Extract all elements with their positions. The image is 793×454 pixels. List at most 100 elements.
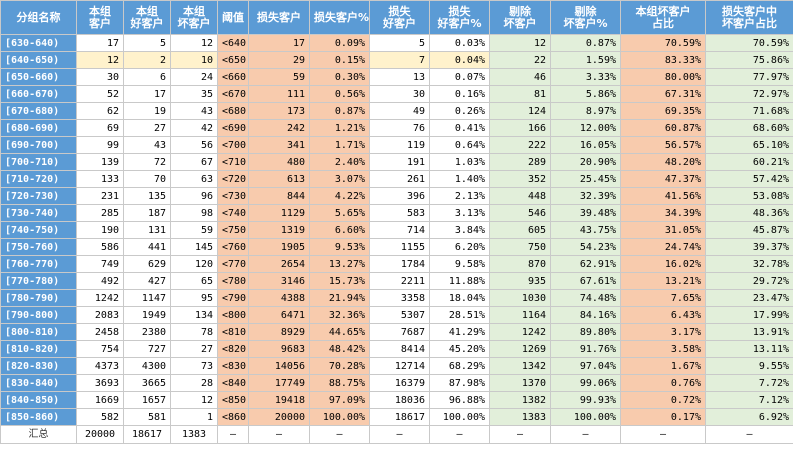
table-cell: 18617: [369, 408, 430, 426]
table-cell: 352: [489, 170, 551, 188]
group-good-header: 本组 好客户: [123, 0, 171, 35]
table-cell: 98: [170, 204, 218, 222]
table-cell: 7: [369, 51, 430, 69]
table-cell: 5307: [369, 306, 430, 324]
table-cell: 70.28%: [309, 357, 370, 375]
table-cell: <730: [217, 187, 249, 205]
table-row: [740-750) 190 131 59 <750 1319 6.60% 714 3.84% 60…: [0, 221, 793, 239]
table-cell: 52: [76, 85, 124, 103]
table-cell: 3.13%: [429, 204, 490, 222]
group-range-cell: [670-680): [0, 102, 77, 120]
table-cell: 191: [369, 153, 430, 171]
table-cell: 16.02%: [620, 255, 706, 273]
table-cell: 341: [248, 136, 310, 154]
table-cell: <750: [217, 221, 249, 239]
table-cell: 6: [123, 68, 171, 86]
total-cell: –: [369, 425, 430, 444]
table-cell: 629: [123, 255, 171, 273]
table-cell: 190: [76, 221, 124, 239]
table-cell: 27: [123, 119, 171, 137]
table-cell: 42: [170, 119, 218, 137]
table-cell: 582: [76, 408, 124, 426]
table-cell: 0.17%: [620, 408, 706, 426]
table-cell: 27: [170, 340, 218, 358]
table-cell: 43: [123, 136, 171, 154]
table-cell: 6471: [248, 306, 310, 324]
group-range-cell: [710-720): [0, 170, 77, 188]
table-cell: 1382: [489, 391, 551, 409]
table-cell: 427: [123, 272, 171, 290]
group-range-cell: [830-840): [0, 374, 77, 392]
table-cell: 30: [369, 85, 430, 103]
table-cell: 88.75%: [309, 374, 370, 392]
total-cell: –: [248, 425, 310, 444]
table-cell: 39.48%: [550, 204, 621, 222]
table-cell: 17749: [248, 374, 310, 392]
table-row: [650-660) 30 6 24 <660 59 0.30% 13 0.07% 46 3.33% 8…: [0, 68, 793, 86]
table-cell: 24.74%: [620, 238, 706, 256]
table-cell: 95: [170, 289, 218, 307]
table-cell: 9.53%: [309, 238, 370, 256]
table-row: [660-670) 52 17 35 <670 111 0.56% 30 0.16% 81 5.86…: [0, 85, 793, 103]
table-cell: 30: [76, 68, 124, 86]
group-bad-ratio-header: 本组坏客户 占比: [620, 0, 706, 35]
table-cell: <710: [217, 153, 249, 171]
table-cell: 67.61%: [550, 272, 621, 290]
table-body: [630-640) 17 5 12 <640 17 0.09% 5 0.03% 12 0.87% 70…: [0, 34, 793, 444]
table-row: [840-850) 1669 1657 12 <850 19418 97.09% 18036 9…: [0, 391, 793, 409]
table-cell: 24: [170, 68, 218, 86]
group-name-header: 分组名称: [0, 0, 77, 35]
table-cell: 49: [369, 102, 430, 120]
table-cell: 13.21%: [620, 272, 706, 290]
table-row: [730-740) 285 187 98 <740 1129 5.65% 583 3.13% 54…: [0, 204, 793, 222]
table-cell: 11.88%: [429, 272, 490, 290]
table-cell: 1129: [248, 204, 310, 222]
table-cell: 1.03%: [429, 153, 490, 171]
table-cell: 19418: [248, 391, 310, 409]
total-cell: –: [217, 425, 249, 444]
table-cell: 5.86%: [550, 85, 621, 103]
table-cell: 1242: [489, 323, 551, 341]
table-cell: 492: [76, 272, 124, 290]
table-row: [720-730) 231 135 96 <730 844 4.22% 396 2.13% 448…: [0, 187, 793, 205]
table-cell: 34.39%: [620, 204, 706, 222]
table-cell: 63: [170, 170, 218, 188]
group-range-cell: [780-790): [0, 289, 77, 307]
table-cell: 613: [248, 170, 310, 188]
table-cell: 727: [123, 340, 171, 358]
table-cell: 68.29%: [429, 357, 490, 375]
table-cell: 4388: [248, 289, 310, 307]
table-cell: 2.40%: [309, 153, 370, 171]
group-range-cell: [820-830): [0, 357, 77, 375]
lost-customers-header: 损失客户: [248, 0, 310, 35]
table-cell: 46: [489, 68, 551, 86]
table-cell: 3.17%: [620, 323, 706, 341]
table-cell: 1949: [123, 306, 171, 324]
table-cell: 7687: [369, 323, 430, 341]
table-row: [710-720) 133 70 63 <720 613 3.07% 261 1.40% 352 2…: [0, 170, 793, 188]
table-cell: 8.97%: [550, 102, 621, 120]
table-cell: 99.06%: [550, 374, 621, 392]
table-cell: 17.99%: [705, 306, 793, 324]
table-cell: 9683: [248, 340, 310, 358]
table-cell: 19: [123, 102, 171, 120]
group-range-cell: [840-850): [0, 391, 77, 409]
table-cell: 99.93%: [550, 391, 621, 409]
table-cell: 8414: [369, 340, 430, 358]
table-cell: 12: [170, 391, 218, 409]
table-cell: <780: [217, 272, 249, 290]
table-cell: 70: [123, 170, 171, 188]
total-cell: –: [309, 425, 370, 444]
table-cell: 17: [123, 85, 171, 103]
table-cell: 3.33%: [550, 68, 621, 86]
table-cell: <860: [217, 408, 249, 426]
table-cell: 0.64%: [429, 136, 490, 154]
table-cell: 12714: [369, 357, 430, 375]
table-cell: 546: [489, 204, 551, 222]
table-cell: 0.76%: [620, 374, 706, 392]
table-cell: 2083: [76, 306, 124, 324]
table-cell: 1905: [248, 238, 310, 256]
table-cell: 581: [123, 408, 171, 426]
table-cell: <830: [217, 357, 249, 375]
total-cell: –: [620, 425, 706, 444]
